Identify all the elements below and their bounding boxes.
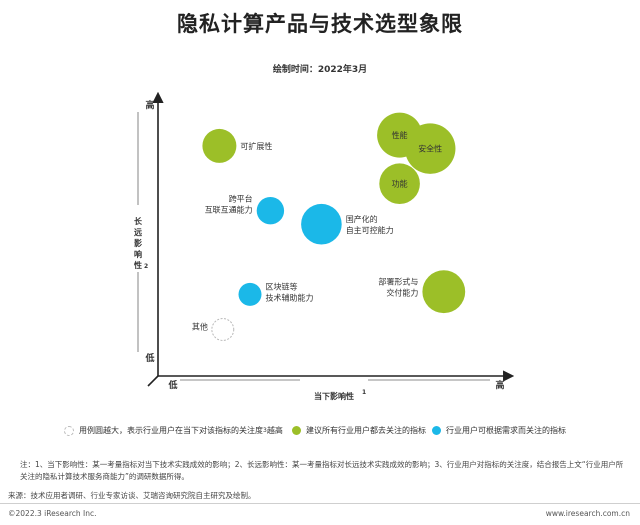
point-label-2: 性能 bbox=[392, 130, 408, 140]
legend-item-size: 用例圆越大，表示行业用户在当下对该指标的关注度 3 越高 bbox=[64, 425, 283, 436]
chart-title: 隐私计算产品与技术选型象限 bbox=[177, 12, 463, 36]
point-label-8-line-1: 区块链等 bbox=[266, 281, 298, 291]
point-label-1: 可扩展性 bbox=[240, 141, 272, 151]
point-label-9: 其他 bbox=[192, 322, 208, 332]
y-high-label: 高 bbox=[145, 99, 154, 111]
point-label-6-line-1: 国产化的 bbox=[346, 214, 378, 224]
point-5 bbox=[256, 197, 285, 225]
legend-text: 行业用户可根据需求而关注的指标 bbox=[446, 426, 566, 435]
y-axis-title-char: 响 bbox=[134, 249, 142, 259]
point-8 bbox=[238, 282, 262, 306]
date-label: 绘制时间：2022年3月 bbox=[272, 65, 368, 75]
point-label-7-line-2: 交付能力 bbox=[386, 288, 418, 298]
source-note: 来源：技术应用者调研、行业专家访谈、艾瑞咨询研究院自主研究及绘制。 bbox=[8, 491, 256, 500]
copyright: ©2022.3 iResearch Inc. bbox=[8, 509, 97, 518]
legend-text: 用例圆越大，表示行业用户在当下对该指标的关注度 bbox=[79, 426, 263, 435]
legend-suffix: 越高 bbox=[266, 426, 283, 435]
point-label-5-line-2: 互联互通能力 bbox=[205, 205, 253, 215]
footnotes: 注：1、当下影响性：某一考量指标对当下技术实践成效的影响；2、长远影响性：某一考… bbox=[20, 460, 624, 481]
point-7 bbox=[422, 270, 466, 314]
point-6 bbox=[301, 203, 342, 245]
legend-item-green: 建议所有行业用户都去关注的指标 bbox=[292, 425, 426, 436]
point-label-4: 功能 bbox=[392, 179, 408, 189]
legend-dot-outline bbox=[64, 425, 74, 436]
x-high-label: 高 bbox=[495, 379, 504, 391]
point-label-7-line-1: 部署形式与 bbox=[378, 277, 418, 287]
legend-text: 建议所有行业用户都去关注的指标 bbox=[306, 426, 426, 435]
point-3 bbox=[404, 123, 456, 174]
point-label-6-line-2: 自主可控能力 bbox=[346, 225, 394, 235]
point-label-5-line-1: 跨平台 bbox=[229, 194, 253, 204]
legend-dot-green bbox=[292, 426, 301, 435]
legend: 用例圆越大，表示行业用户在当下对该指标的关注度 3 越高 建议所有行业用户都去关注的… bbox=[0, 425, 640, 439]
legend-sup: 3 bbox=[263, 427, 267, 434]
y-axis-title-char: 远 bbox=[134, 228, 142, 237]
legend-dot-blue bbox=[432, 426, 441, 435]
website: www.iresearch.com.cn bbox=[545, 509, 630, 518]
legend-item-blue: 行业用户可根据需求而关注的指标 bbox=[432, 425, 566, 436]
y-axis-title-sup: 2 bbox=[144, 263, 148, 270]
y-axis-title-char: 长 bbox=[134, 216, 143, 226]
y-axis-title-char: 影 bbox=[134, 238, 142, 248]
y-low-label: 低 bbox=[144, 352, 154, 364]
x-axis-title: 当下影响性 bbox=[314, 391, 354, 401]
point-label-3: 安全性 bbox=[418, 144, 442, 154]
point-label-8-line-2: 技术辅助能力 bbox=[266, 292, 314, 302]
x-axis-title-sup: 1 bbox=[362, 389, 366, 396]
footer-divider bbox=[0, 503, 640, 504]
point-1 bbox=[202, 128, 237, 163]
x-low-label: 低 bbox=[167, 379, 177, 391]
axis-origin-tail bbox=[147, 375, 159, 387]
point-9 bbox=[211, 318, 235, 341]
y-axis-title-char: 性 bbox=[134, 260, 142, 270]
point-4 bbox=[379, 163, 420, 204]
